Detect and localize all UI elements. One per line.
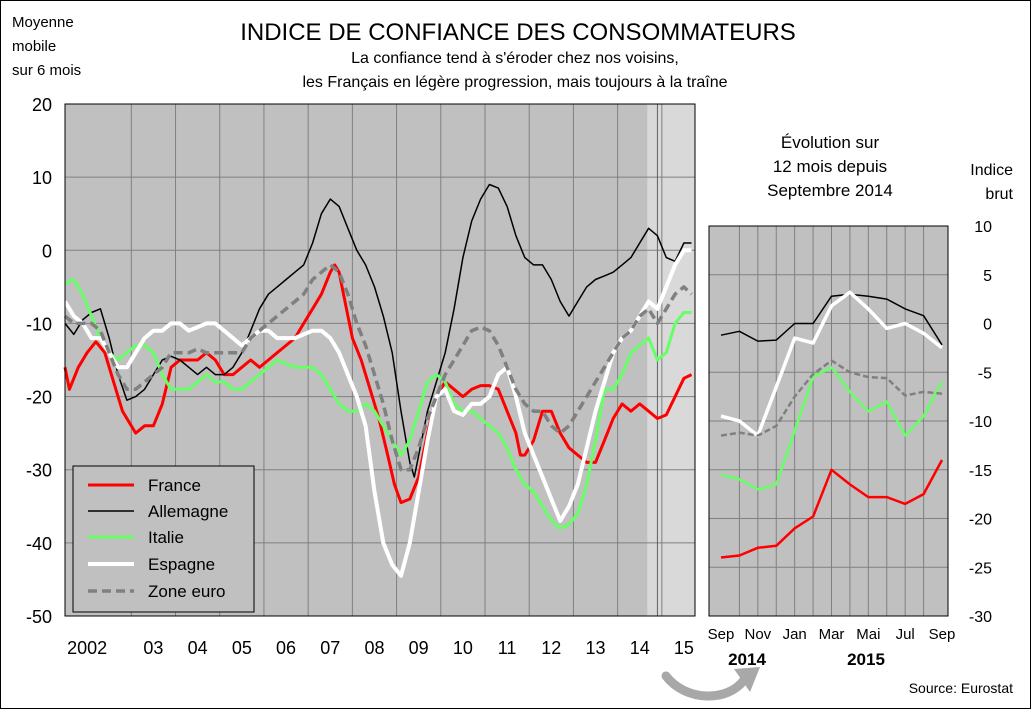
main-x-tick-label: 04 xyxy=(188,638,208,658)
main-series-group xyxy=(63,183,693,578)
main-y-tick-label: 20 xyxy=(32,95,52,115)
inset-gridlines xyxy=(709,226,948,616)
main-y-tick-label: -40 xyxy=(26,534,52,554)
main-x-tick-label: 06 xyxy=(276,638,296,658)
main-x-tick-label: 14 xyxy=(630,638,650,658)
legend-label-zone-euro: Zone euro xyxy=(148,582,226,601)
main-series-line-zone-euro xyxy=(63,263,693,472)
inset-series-line-france xyxy=(720,459,944,559)
inset-y-tick-label: -5 xyxy=(978,365,992,382)
main-plot: 20 10 0 -10 -20 -30 -40 -50 2002 03 04 05 06 07 08 09 1… xyxy=(26,95,696,658)
inset-series-line-zone-euro xyxy=(720,359,943,437)
legend-label-espagne: Espagne xyxy=(148,555,215,574)
main-x-tick-labels: 2002 03 04 05 06 07 08 09 10 11 12 13 14 15 xyxy=(67,638,694,658)
main-series-line-italie xyxy=(64,278,692,530)
legend-label-france: France xyxy=(148,476,201,495)
inset-x-tick-label: Nov xyxy=(744,626,771,643)
inset-series-line-allemagne xyxy=(720,293,943,346)
inset-x-tick-labels: Sep Nov Jan Mar Mai Jul Sep xyxy=(708,626,956,643)
main-y-tick-labels: 20 10 0 -10 -20 -30 -40 -50 xyxy=(26,95,52,627)
legend-box xyxy=(72,465,255,613)
main-y-tick-label: -20 xyxy=(26,388,52,408)
inset-y-tick-label: -10 xyxy=(969,414,992,431)
main-x-tick-label: 05 xyxy=(232,638,252,658)
main-series-line-espagne xyxy=(63,248,692,578)
inset-y-tick-label: -30 xyxy=(969,609,992,626)
inset-year-label-2015: 2015 xyxy=(847,650,885,669)
main-x-tick-label: 07 xyxy=(320,638,340,658)
inset-year-label-2014: 2014 xyxy=(728,650,766,669)
inset-title-line-3: Septembre 2014 xyxy=(767,181,893,200)
inset-y-tick-label: -25 xyxy=(969,560,992,577)
main-x-tick-label: 03 xyxy=(143,638,163,658)
main-plot-highlight-band xyxy=(647,104,695,616)
source-note: Source: Eurostat xyxy=(909,680,1013,696)
main-x-tick-label: 10 xyxy=(453,638,473,658)
main-ylabel-line-3: sur 6 mois xyxy=(12,62,81,79)
inset-y-tick-label: 10 xyxy=(974,219,992,236)
main-x-tick-label: 09 xyxy=(409,638,429,658)
legend: France Allemagne Italie Espagne Zone eur… xyxy=(72,465,255,613)
inset-y-tick-labels: 10 5 0 -5 -10 -15 -20 -25 -30 xyxy=(969,219,992,626)
inset-x-tick-label: Jan xyxy=(783,626,807,643)
main-x-tick-label: 13 xyxy=(586,638,606,658)
curved-arrow-icon xyxy=(661,667,760,701)
inset-y-tick-label: 5 xyxy=(983,268,992,285)
inset-x-tick-label: Jul xyxy=(896,626,915,643)
main-ylabel-line-2: mobile xyxy=(12,38,56,55)
legend-label-italie: Italie xyxy=(148,528,184,547)
inset-title-line-1: Évolution sur xyxy=(781,133,880,152)
main-y-tick-label: -50 xyxy=(26,607,52,627)
main-x-tick-label: 12 xyxy=(541,638,561,658)
main-y-tick-label: -10 xyxy=(26,314,52,334)
chart-title: INDICE DE CONFIANCE DES CONSOMMATEURS xyxy=(240,19,796,46)
main-x-tick-label: 08 xyxy=(364,638,384,658)
main-y-tick-label: 10 xyxy=(32,168,52,188)
inset-plot: 10 5 0 -5 -10 -15 -20 -25 -30 Sep Nov Jan Mar Mai Jul… xyxy=(708,219,992,669)
main-x-tick-label: 15 xyxy=(674,638,694,658)
inset-x-tick-label: Mar xyxy=(819,626,845,643)
main-x-tick-label: 2002 xyxy=(67,638,107,658)
main-y-tick-label: -30 xyxy=(26,461,52,481)
inset-series-line-italie xyxy=(720,366,944,491)
inset-x-tick-label: Sep xyxy=(708,626,735,643)
main-x-tick-label: 11 xyxy=(498,638,517,658)
main-ylabel-line-1: Moyenne xyxy=(12,14,74,31)
inset-title-line-2: 12 mois depuis xyxy=(773,157,887,176)
inset-plot-border xyxy=(708,225,949,617)
main-plot-border xyxy=(64,103,696,617)
inset-series-group xyxy=(720,290,944,559)
legend-label-allemagne: Allemagne xyxy=(148,502,228,521)
inset-x-tick-label: Mai xyxy=(856,626,880,643)
inset-y-tick-label: 0 xyxy=(983,317,992,334)
inset-ylabel-line-2: brut xyxy=(985,186,1013,203)
main-y-tick-label: 0 xyxy=(42,241,52,261)
main-series-line-allemagne xyxy=(64,183,692,478)
chart-subtitle-line-2: les Français en légère progression, mais… xyxy=(302,74,727,91)
inset-x-tick-label: Sep xyxy=(929,626,956,643)
inset-y-tick-label: -15 xyxy=(969,463,992,480)
chart-subtitle-line-1: La confiance tend à s'éroder chez nos vo… xyxy=(351,50,679,67)
inset-ylabel-line-1: Indice xyxy=(970,162,1013,179)
inset-y-tick-label: -20 xyxy=(969,512,992,529)
